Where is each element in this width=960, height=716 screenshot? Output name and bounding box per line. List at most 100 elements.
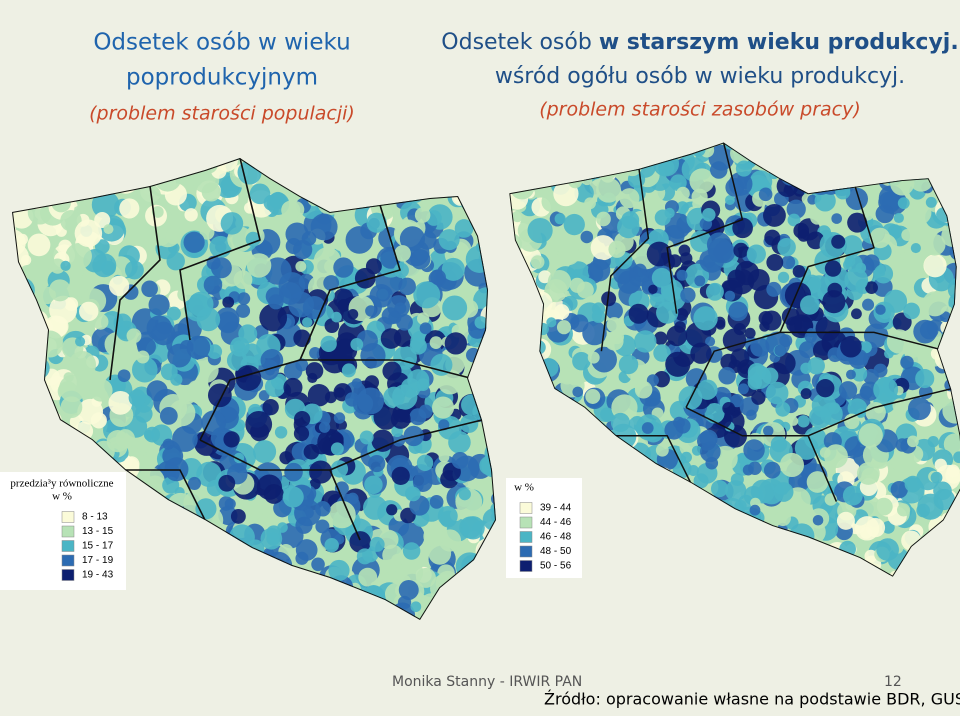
map-area: [347, 308, 359, 320]
map-area: [951, 368, 960, 395]
map-area: [747, 562, 761, 576]
map-area: [509, 410, 516, 435]
map-area: [846, 369, 856, 380]
map-area: [822, 290, 846, 314]
map-area: [758, 525, 781, 548]
map-area: [509, 276, 523, 290]
map-area: [509, 403, 524, 429]
region-border: [300, 359, 471, 379]
map-area: [694, 565, 711, 577]
map-area: [594, 512, 620, 538]
map-area: [405, 158, 420, 172]
map-area: [595, 502, 610, 517]
map-area: [728, 301, 748, 322]
legend-swatch: [519, 531, 533, 543]
map-area: [376, 287, 391, 302]
map-area: [458, 616, 470, 620]
map-area: [277, 522, 288, 533]
map-area: [149, 591, 178, 619]
map-area: [576, 281, 594, 299]
map-area: [293, 329, 311, 347]
map-area: [365, 186, 377, 198]
map-area: [256, 474, 283, 500]
map-area: [128, 593, 149, 614]
page-number: 12: [884, 674, 902, 690]
legend-label: 39 - 44: [540, 503, 572, 514]
map-area: [746, 409, 757, 421]
map-area: [207, 344, 223, 360]
map-area: [509, 279, 523, 300]
map-area: [230, 615, 244, 620]
legend-swatch: [519, 560, 533, 572]
map-area: [915, 368, 935, 389]
map-area: [430, 269, 446, 286]
map-area: [478, 603, 496, 620]
map-area: [725, 195, 735, 205]
map-area: [21, 160, 43, 182]
map-area: [573, 421, 594, 442]
map-area: [705, 282, 724, 301]
map-area: [223, 431, 240, 448]
map-area: [208, 570, 232, 594]
map-area: [636, 548, 650, 562]
legend-title: przedzia³y równoliczne: [10, 478, 113, 490]
map-area: [732, 217, 753, 239]
map-area: [53, 162, 64, 173]
map-area: [48, 607, 66, 620]
map-area: [916, 503, 930, 518]
map-area: [302, 317, 313, 328]
map-area: [686, 563, 713, 577]
map-area: [331, 311, 342, 323]
map-area: [674, 523, 693, 542]
map-area: [844, 142, 862, 148]
map-area: [665, 351, 691, 377]
map-area: [295, 592, 321, 618]
map-area: [141, 588, 167, 613]
map-area: [132, 543, 151, 561]
map-area: [328, 559, 350, 582]
map-area: [840, 335, 862, 358]
map-area: [39, 409, 62, 432]
map-area: [38, 442, 57, 460]
map-area: [664, 212, 691, 239]
map-area: [470, 590, 494, 613]
map-area: [246, 253, 272, 278]
map-area: [804, 166, 822, 184]
map-area: [233, 270, 253, 290]
map-area: [15, 411, 29, 425]
map-area: [454, 219, 474, 238]
map-area: [259, 303, 288, 332]
map-area: [129, 484, 151, 505]
map-area: [836, 511, 855, 530]
map-area: [138, 577, 151, 591]
map-area: [129, 516, 145, 532]
map-area: [697, 507, 719, 529]
map-area: [543, 165, 564, 186]
map-area: [418, 404, 433, 419]
map-area: [509, 233, 523, 256]
map-area: [43, 173, 59, 189]
map-area: [318, 158, 341, 165]
map-area: [240, 549, 269, 578]
map-area: [924, 543, 949, 568]
map-area: [753, 555, 765, 567]
map-area: [430, 353, 453, 376]
map-area: [550, 446, 573, 470]
legend-label: 46 - 48: [540, 532, 572, 543]
legend-label: 13 - 15: [82, 526, 114, 537]
map-area: [242, 555, 255, 568]
map-area: [747, 536, 761, 550]
map-area: [741, 142, 765, 160]
map-area: [881, 574, 896, 577]
map-area: [833, 147, 857, 171]
map-area: [803, 142, 824, 159]
map-area: [443, 606, 467, 620]
map-area: [480, 161, 495, 176]
map-area: [900, 142, 919, 155]
map-area: [534, 429, 547, 441]
region-border: [685, 331, 781, 408]
map-area: [296, 580, 323, 607]
map-area: [907, 397, 931, 421]
map-area: [652, 142, 678, 160]
